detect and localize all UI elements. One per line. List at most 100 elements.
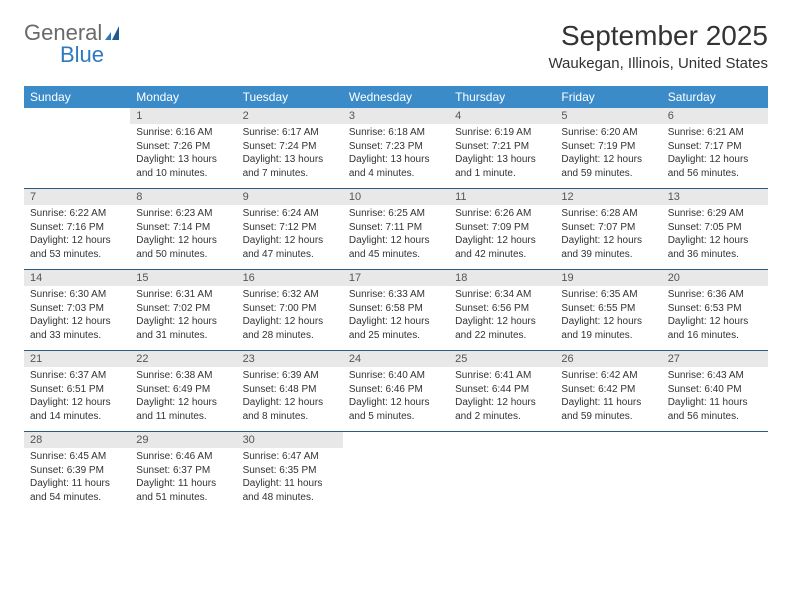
- day-header: Saturday: [662, 86, 768, 108]
- sunset-text: Sunset: 6:48 PM: [243, 383, 337, 397]
- daylight-text: Daylight: 13 hours and 10 minutes.: [136, 153, 230, 180]
- day-info-cell: Sunrise: 6:41 AMSunset: 6:44 PMDaylight:…: [449, 367, 555, 432]
- daylight-text: Daylight: 12 hours and 2 minutes.: [455, 396, 549, 423]
- logo-text-blue: Blue: [60, 42, 104, 68]
- daylight-text: Daylight: 12 hours and 14 minutes.: [30, 396, 124, 423]
- day-info-cell: Sunrise: 6:33 AMSunset: 6:58 PMDaylight:…: [343, 286, 449, 351]
- day-info-row: Sunrise: 6:22 AMSunset: 7:16 PMDaylight:…: [24, 205, 768, 270]
- sunrise-text: Sunrise: 6:23 AM: [136, 207, 230, 221]
- month-title: September 2025: [548, 20, 768, 52]
- sunrise-text: Sunrise: 6:45 AM: [30, 450, 124, 464]
- sunset-text: Sunset: 7:09 PM: [455, 221, 549, 235]
- day-info-cell: Sunrise: 6:32 AMSunset: 7:00 PMDaylight:…: [237, 286, 343, 351]
- sunset-text: Sunset: 7:07 PM: [561, 221, 655, 235]
- day-info-cell: Sunrise: 6:46 AMSunset: 6:37 PMDaylight:…: [130, 448, 236, 512]
- day-header: Tuesday: [237, 86, 343, 108]
- day-info-cell: Sunrise: 6:42 AMSunset: 6:42 PMDaylight:…: [555, 367, 661, 432]
- daylight-text: Daylight: 12 hours and 22 minutes.: [455, 315, 549, 342]
- daylight-text: Daylight: 12 hours and 53 minutes.: [30, 234, 124, 261]
- day-number-cell: 6: [662, 108, 768, 124]
- daylight-text: Daylight: 12 hours and 16 minutes.: [668, 315, 762, 342]
- sunrise-text: Sunrise: 6:33 AM: [349, 288, 443, 302]
- day-number-cell: 19: [555, 270, 661, 286]
- day-header: Wednesday: [343, 86, 449, 108]
- sunrise-text: Sunrise: 6:21 AM: [668, 126, 762, 140]
- day-info-cell: Sunrise: 6:16 AMSunset: 7:26 PMDaylight:…: [130, 124, 236, 189]
- sunrise-text: Sunrise: 6:31 AM: [136, 288, 230, 302]
- sunrise-text: Sunrise: 6:32 AM: [243, 288, 337, 302]
- day-info-cell: [662, 448, 768, 512]
- calendar-body: 123456Sunrise: 6:16 AMSunset: 7:26 PMDay…: [24, 108, 768, 512]
- daylight-text: Daylight: 12 hours and 56 minutes.: [668, 153, 762, 180]
- sunrise-text: Sunrise: 6:17 AM: [243, 126, 337, 140]
- sunset-text: Sunset: 7:19 PM: [561, 140, 655, 154]
- day-number-cell: 9: [237, 189, 343, 205]
- day-info-cell: Sunrise: 6:18 AMSunset: 7:23 PMDaylight:…: [343, 124, 449, 189]
- day-number-cell: 18: [449, 270, 555, 286]
- daylight-text: Daylight: 12 hours and 45 minutes.: [349, 234, 443, 261]
- sunset-text: Sunset: 6:37 PM: [136, 464, 230, 478]
- day-info-cell: Sunrise: 6:19 AMSunset: 7:21 PMDaylight:…: [449, 124, 555, 189]
- sunset-text: Sunset: 7:02 PM: [136, 302, 230, 316]
- day-number-cell: 11: [449, 189, 555, 205]
- sunrise-text: Sunrise: 6:42 AM: [561, 369, 655, 383]
- sunrise-text: Sunrise: 6:38 AM: [136, 369, 230, 383]
- day-info-cell: [343, 448, 449, 512]
- day-info-cell: Sunrise: 6:38 AMSunset: 6:49 PMDaylight:…: [130, 367, 236, 432]
- day-number-cell: 14: [24, 270, 130, 286]
- sunrise-text: Sunrise: 6:43 AM: [668, 369, 762, 383]
- daylight-text: Daylight: 12 hours and 25 minutes.: [349, 315, 443, 342]
- day-number-cell: 28: [24, 432, 130, 448]
- sunrise-text: Sunrise: 6:46 AM: [136, 450, 230, 464]
- sunset-text: Sunset: 6:55 PM: [561, 302, 655, 316]
- day-number-cell: 13: [662, 189, 768, 205]
- logo-line2: Blue: [58, 42, 104, 68]
- sunrise-text: Sunrise: 6:35 AM: [561, 288, 655, 302]
- day-number-cell: 3: [343, 108, 449, 124]
- day-info-cell: Sunrise: 6:47 AMSunset: 6:35 PMDaylight:…: [237, 448, 343, 512]
- day-number-cell: 26: [555, 351, 661, 367]
- day-info-cell: Sunrise: 6:17 AMSunset: 7:24 PMDaylight:…: [237, 124, 343, 189]
- daylight-text: Daylight: 11 hours and 51 minutes.: [136, 477, 230, 504]
- daylight-text: Daylight: 12 hours and 8 minutes.: [243, 396, 337, 423]
- location-text: Waukegan, Illinois, United States: [548, 55, 768, 72]
- daylight-text: Daylight: 12 hours and 28 minutes.: [243, 315, 337, 342]
- day-header: Thursday: [449, 86, 555, 108]
- day-number-cell: 21: [24, 351, 130, 367]
- day-info-cell: Sunrise: 6:23 AMSunset: 7:14 PMDaylight:…: [130, 205, 236, 270]
- sunrise-text: Sunrise: 6:26 AM: [455, 207, 549, 221]
- day-number-cell: [555, 432, 661, 448]
- sunset-text: Sunset: 7:14 PM: [136, 221, 230, 235]
- day-number-cell: 7: [24, 189, 130, 205]
- sunrise-text: Sunrise: 6:18 AM: [349, 126, 443, 140]
- day-number-cell: 30: [237, 432, 343, 448]
- calendar-table: SundayMondayTuesdayWednesdayThursdayFrid…: [24, 86, 768, 512]
- sunset-text: Sunset: 6:46 PM: [349, 383, 443, 397]
- sunset-text: Sunset: 7:03 PM: [30, 302, 124, 316]
- day-number-cell: 24: [343, 351, 449, 367]
- sunrise-text: Sunrise: 6:37 AM: [30, 369, 124, 383]
- day-number-cell: 10: [343, 189, 449, 205]
- day-info-cell: Sunrise: 6:34 AMSunset: 6:56 PMDaylight:…: [449, 286, 555, 351]
- day-info-cell: Sunrise: 6:25 AMSunset: 7:11 PMDaylight:…: [343, 205, 449, 270]
- day-number-row: 123456: [24, 108, 768, 124]
- sunset-text: Sunset: 7:12 PM: [243, 221, 337, 235]
- sunset-text: Sunset: 7:11 PM: [349, 221, 443, 235]
- day-info-cell: Sunrise: 6:29 AMSunset: 7:05 PMDaylight:…: [662, 205, 768, 270]
- day-number-cell: 20: [662, 270, 768, 286]
- daylight-text: Daylight: 12 hours and 33 minutes.: [30, 315, 124, 342]
- day-info-cell: Sunrise: 6:26 AMSunset: 7:09 PMDaylight:…: [449, 205, 555, 270]
- day-info-cell: Sunrise: 6:35 AMSunset: 6:55 PMDaylight:…: [555, 286, 661, 351]
- day-number-cell: 23: [237, 351, 343, 367]
- daylight-text: Daylight: 12 hours and 39 minutes.: [561, 234, 655, 261]
- daylight-text: Daylight: 12 hours and 42 minutes.: [455, 234, 549, 261]
- sunrise-text: Sunrise: 6:16 AM: [136, 126, 230, 140]
- day-info-cell: Sunrise: 6:31 AMSunset: 7:02 PMDaylight:…: [130, 286, 236, 351]
- day-info-cell: [449, 448, 555, 512]
- daylight-text: Daylight: 13 hours and 4 minutes.: [349, 153, 443, 180]
- day-info-cell: Sunrise: 6:22 AMSunset: 7:16 PMDaylight:…: [24, 205, 130, 270]
- sunset-text: Sunset: 6:56 PM: [455, 302, 549, 316]
- sunrise-text: Sunrise: 6:24 AM: [243, 207, 337, 221]
- day-number-cell: 4: [449, 108, 555, 124]
- day-number-cell: [662, 432, 768, 448]
